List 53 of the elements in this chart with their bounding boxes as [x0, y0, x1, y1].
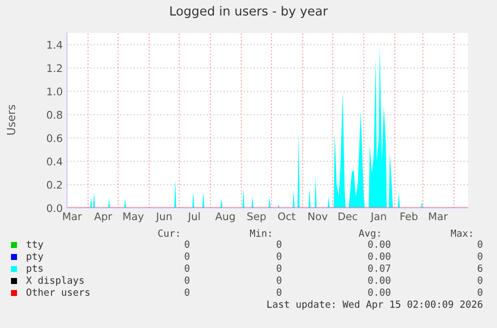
x-tick-label: Sep [247, 212, 266, 222]
text: Min: [250, 229, 271, 237]
text: Last update: Wed Apr 15 02:00:09 2026 [267, 300, 482, 310]
text: 0 [478, 252, 482, 260]
y-tick-label: 0.0 [46, 204, 62, 212]
text: Max: [450, 230, 472, 237]
legend-label: pts [26, 264, 43, 274]
y-tick-label: 1.2 [47, 64, 62, 72]
text: 0 [184, 240, 190, 248]
y-tick-label: 0.2 [46, 180, 62, 189]
text: Cur: [158, 229, 179, 237]
text: 0.00 [368, 240, 390, 248]
legend-label: tty [26, 240, 44, 250]
text: 0 [276, 288, 282, 296]
text: Avg: [358, 230, 380, 239]
y-tick-label: 0.8 [46, 110, 62, 119]
text: 0 [184, 252, 190, 260]
text: 6 [478, 264, 482, 272]
y-tick-label: 0.6 [46, 134, 62, 142]
text: 0 [478, 276, 482, 284]
text: 0 [276, 264, 282, 272]
legend-label: pty [26, 252, 44, 262]
text: 0 [184, 288, 190, 296]
y-axis-title: Users [6, 104, 16, 135]
x-tick-label: Mar [429, 212, 448, 220]
x-tick-label: Jul [187, 212, 200, 222]
chart-title: Logged in users - by year [170, 6, 328, 18]
x-tick-label: Feb [400, 212, 418, 220]
x-tick-label: May [123, 212, 144, 222]
text: 0 [276, 252, 282, 260]
text: 0 [276, 240, 282, 248]
text: 0 [276, 276, 282, 284]
x-tick-label: Aug [215, 212, 235, 222]
text: 0.00 [368, 288, 390, 296]
y-tick-label: 0.4 [46, 158, 62, 166]
x-tick-label: Nov [308, 212, 328, 220]
x-tick-label: Jan [370, 212, 386, 222]
text: 0.00 [368, 252, 390, 260]
legend-label: X displays [26, 276, 84, 286]
x-tick-label: Mar [63, 212, 82, 220]
x-tick-label: Jun [156, 212, 172, 222]
x-tick-label: Oct [278, 212, 296, 220]
text: 0.00 [368, 276, 390, 284]
y-tick-label: 1.4 [47, 41, 62, 49]
text: 0 [478, 288, 482, 296]
x-tick-label: Apr [94, 212, 112, 222]
text: 0 [184, 276, 190, 284]
text: 0.07 [368, 264, 390, 272]
text: 0 [478, 240, 482, 248]
x-tick-label: Dec [338, 212, 358, 220]
y-tick-label: 1.0 [47, 88, 62, 96]
text: 0 [184, 264, 190, 272]
legend-label: Other users [26, 288, 90, 296]
